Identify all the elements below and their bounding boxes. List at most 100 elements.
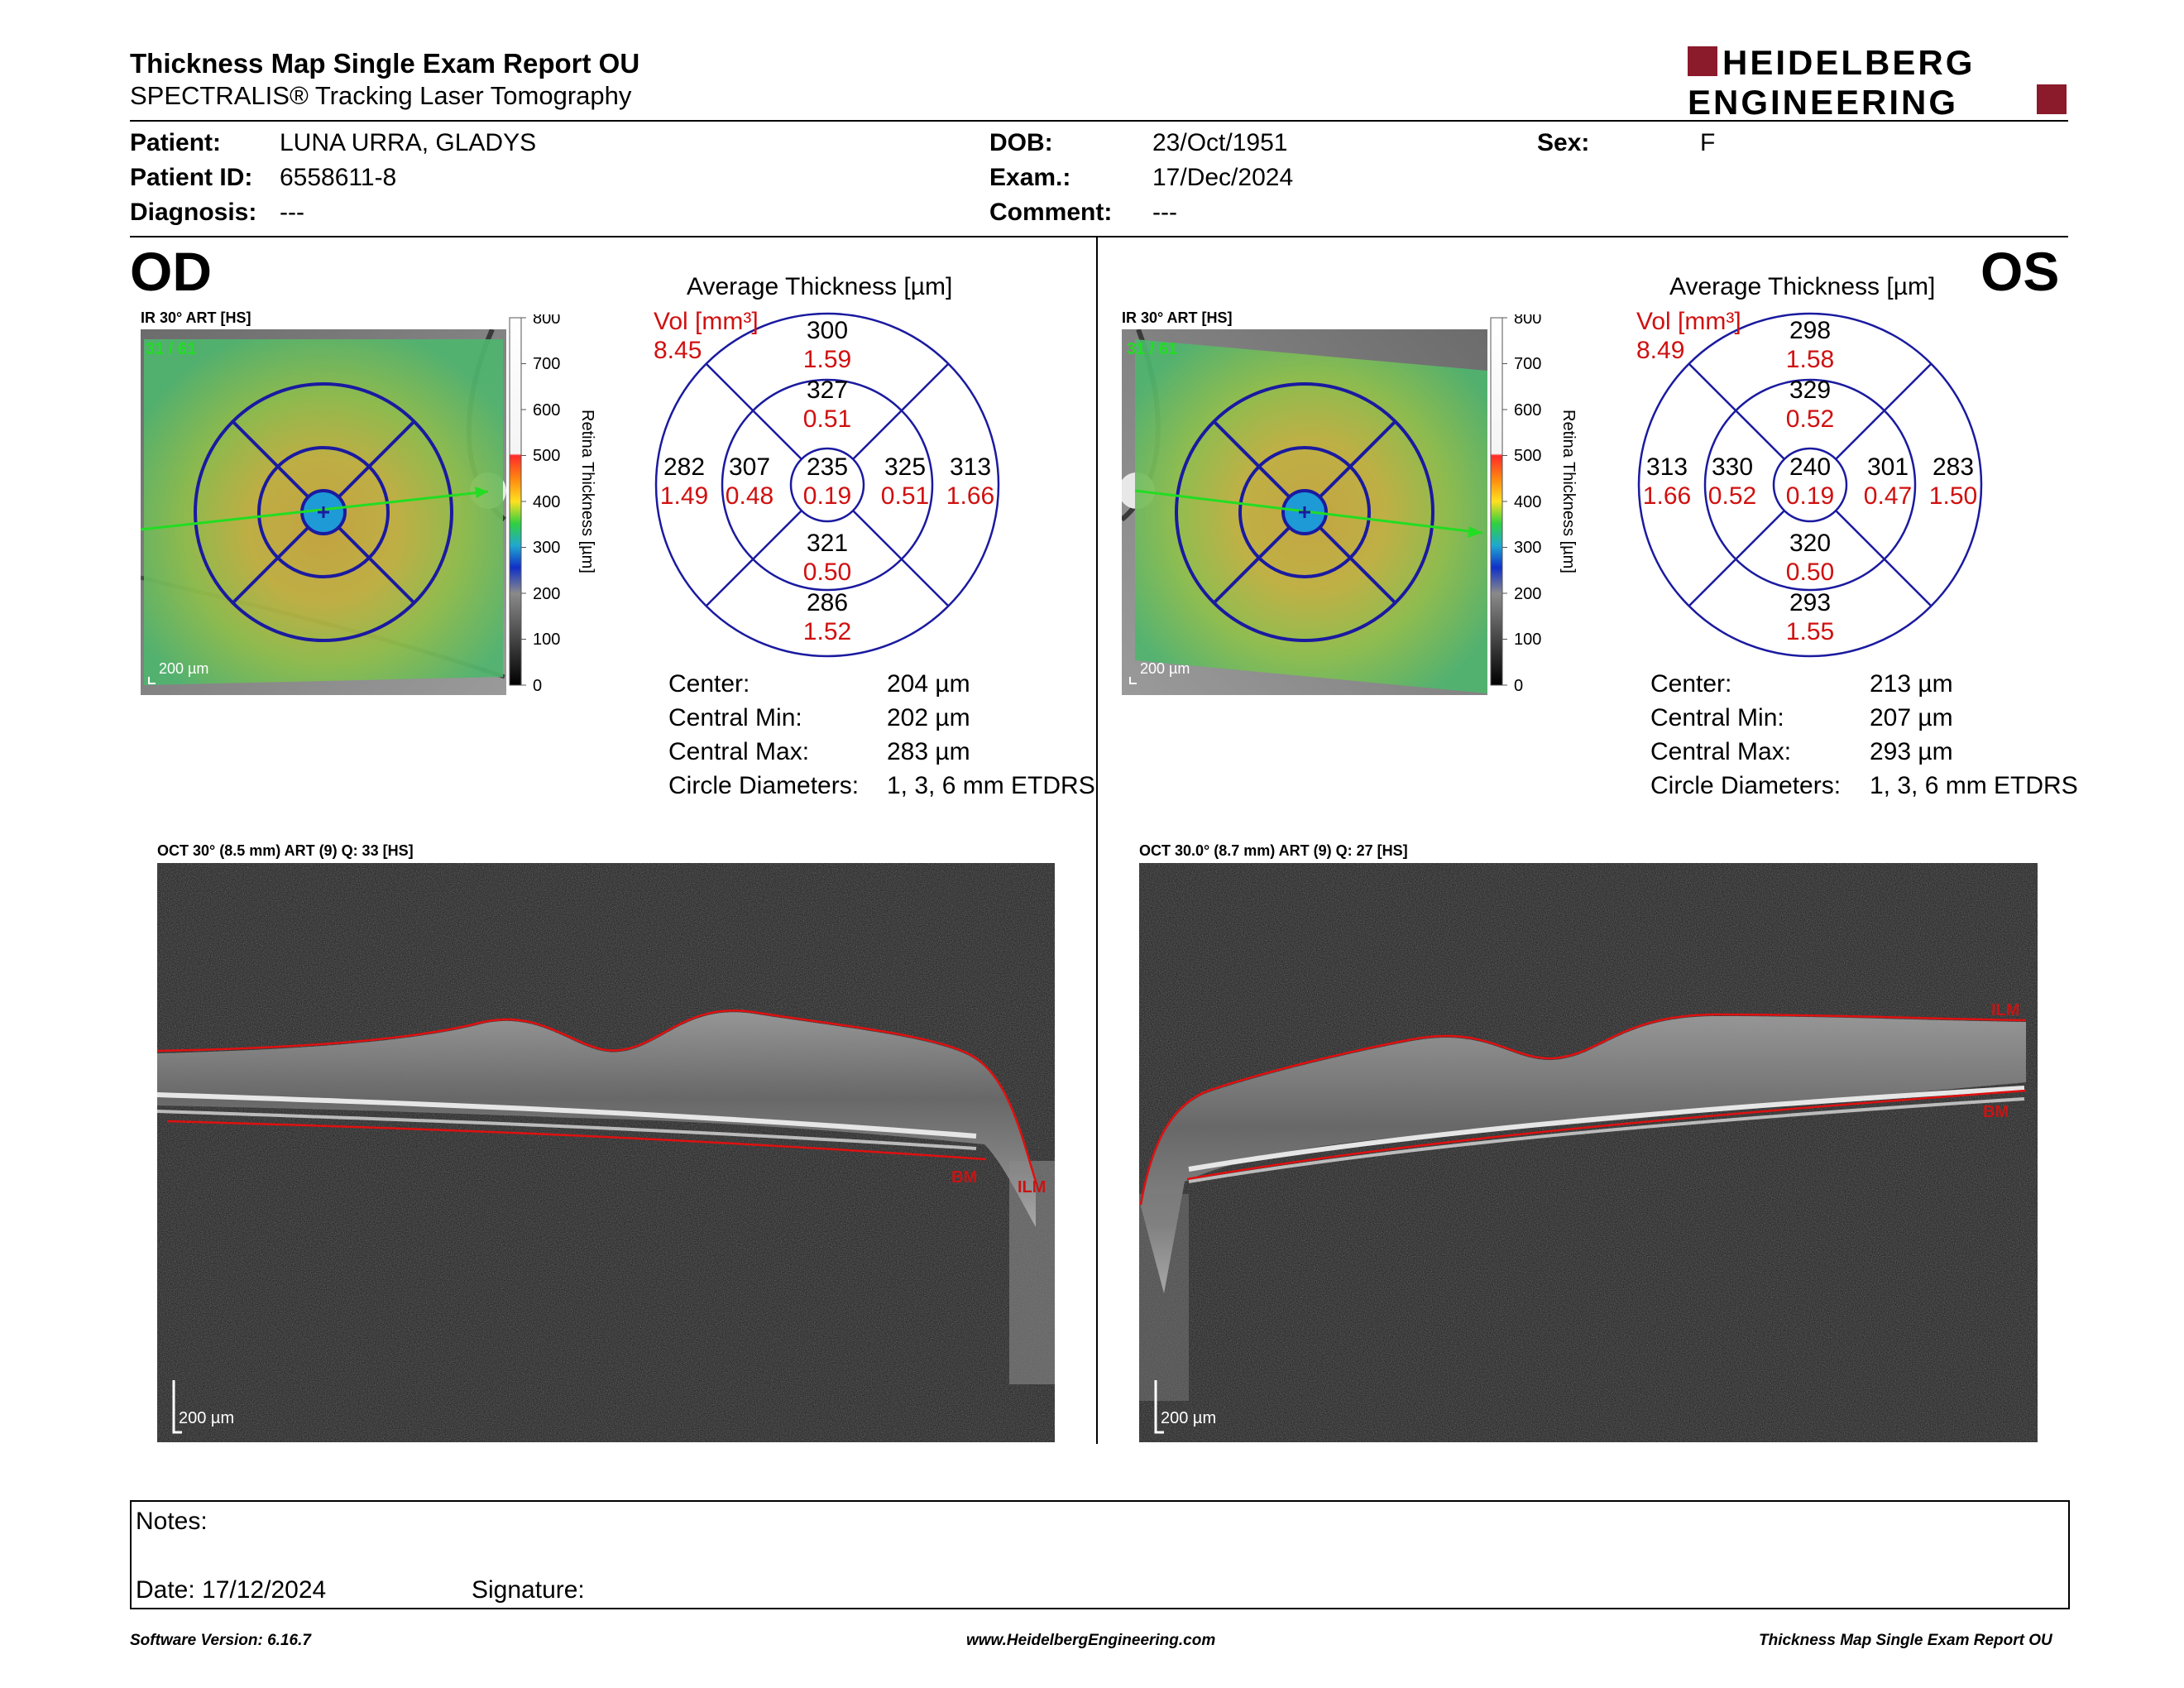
od-thickness-map: 31 / 61 200 µm (140, 328, 506, 695)
od-cbar-tick: 500 (533, 447, 560, 465)
od-outer-inf-thick: 286 (807, 589, 848, 616)
od-circ-value: 1, 3, 6 mm ETDRS (887, 772, 1095, 799)
os-inner-inf-thick: 320 (1789, 530, 1831, 557)
od-cbar-tick: 300 (533, 539, 560, 557)
os-max-value: 293 µm (1870, 738, 1953, 765)
diagnosis-label: Diagnosis: (130, 199, 257, 226)
od-avg-title: Average Thickness [µm] (687, 273, 953, 300)
exam-value: 17/Dec/2024 (1152, 164, 1294, 191)
os-inner-nas-thick: 301 (1867, 453, 1909, 481)
os-center-value: 213 µm (1870, 670, 1953, 698)
patient-id: 6558611-8 (280, 164, 397, 191)
od-oct-scan: BM ILM 200 µm (156, 863, 1055, 1442)
patient-id-label: Patient ID: (130, 164, 253, 191)
os-vol-value: 8.49 (1636, 337, 1685, 364)
os-circ-label: Circle Diameters: (1650, 772, 1842, 799)
od-center-thick: 235 (807, 453, 848, 481)
od-ir-label: IR 30° ART [HS] (141, 309, 251, 326)
os-etdrs-grid: 298 1.58 329 0.52 313 1.66 330 0.52 240 … (1636, 311, 1984, 659)
od-max-value: 283 µm (887, 738, 970, 765)
comment-label: Comment: (989, 199, 1113, 226)
os-eye-label: OS (1980, 241, 2060, 302)
os-inner-sup-vol: 0.52 (1786, 405, 1834, 433)
od-inner-sup-thick: 327 (807, 376, 848, 404)
os-cbar-tick: 800 (1514, 314, 1541, 328)
od-center-label: Center: (668, 670, 750, 698)
od-cbar-tick: 100 (533, 631, 560, 649)
os-center-vol: 0.19 (1786, 482, 1834, 510)
patient-name: LUNA URRA, GLADYS (280, 129, 537, 156)
os-inner-nas-vol: 0.47 (1864, 482, 1912, 510)
notes-label: Notes: (136, 1508, 208, 1535)
report-subtitle: SPECTRALIS® Tracking Laser Tomography (130, 81, 632, 110)
od-cbar-tick: 700 (533, 355, 560, 373)
os-cbar-tick: 400 (1514, 493, 1541, 511)
notes-date: Date: 17/12/2024 (136, 1576, 327, 1604)
os-outer-nas-vol: 1.50 (1929, 482, 1977, 510)
od-inner-sup-vol: 0.51 (803, 405, 851, 433)
os-inner-temp-thick: 330 (1712, 453, 1753, 481)
os-avg-title: Average Thickness [µm] (1669, 273, 1936, 300)
sex-label: Sex: (1537, 129, 1590, 156)
os-cbar-tick: 600 (1514, 401, 1541, 420)
od-min-value: 202 µm (887, 704, 970, 731)
os-inner-sup-thick: 329 (1789, 376, 1831, 404)
od-inner-inf-thick: 321 (807, 530, 848, 557)
footer-website: www.HeidelbergEngineering.com (966, 1632, 1216, 1649)
od-colorbar: 800 700 600 500 400 300 200 100 0 Retina… (508, 309, 599, 695)
od-etdrs-grid: 300 1.59 327 0.51 282 1.49 307 0.48 235 … (654, 311, 1001, 659)
os-cbar-tick: 200 (1514, 585, 1541, 603)
os-frame-counter: 31 / 61 (1127, 340, 1177, 358)
logo-line2: ENGINEERING (1688, 83, 1958, 117)
os-ilm-label: ILM (1991, 1001, 2019, 1019)
od-outer-inf-vol: 1.52 (803, 618, 851, 645)
od-frame-counter: 31 / 61 (146, 340, 196, 358)
od-outer-nas-vol: 1.66 (946, 482, 994, 510)
od-max-label: Central Max: (668, 738, 810, 765)
od-cbar-tick: 200 (533, 585, 560, 603)
od-eye-label: OD (130, 241, 212, 302)
od-outer-temp-thick: 282 (663, 453, 705, 481)
dob-label: DOB: (989, 129, 1053, 156)
od-center-vol: 0.19 (803, 482, 851, 510)
os-outer-sup-thick: 298 (1789, 317, 1831, 344)
os-circ-value: 1, 3, 6 mm ETDRS (1870, 772, 2078, 799)
os-min-label: Central Min: (1650, 704, 1784, 731)
os-outer-nas-thick: 283 (1933, 453, 1974, 481)
os-outer-temp-vol: 1.66 (1643, 482, 1691, 510)
report-title: Thickness Map Single Exam Report OU (130, 48, 640, 79)
os-cbar-tick: 300 (1514, 539, 1541, 557)
os-outer-sup-vol: 1.58 (1786, 346, 1834, 373)
comment-value: --- (1152, 199, 1177, 226)
od-ilm-label: ILM (1018, 1178, 1046, 1196)
os-outer-temp-thick: 313 (1646, 453, 1688, 481)
os-outer-inf-thick: 293 (1789, 589, 1831, 616)
od-bm-label: BM (951, 1168, 977, 1187)
od-circ-label: Circle Diameters: (668, 772, 860, 799)
od-cbar-tick: 400 (533, 493, 560, 511)
dob-value: 23/Oct/1951 (1152, 129, 1288, 156)
od-inner-temp-thick: 307 (729, 453, 770, 481)
od-inner-nas-vol: 0.51 (881, 482, 929, 510)
os-colorbar: 800 700 600 500 400 300 200 100 0 Retina… (1489, 309, 1580, 695)
os-cbar-label: Retina Thickness [µm] (1559, 410, 1578, 573)
os-cbar-tick: 0 (1514, 677, 1523, 695)
os-ir-label: IR 30° ART [HS] (1122, 309, 1233, 326)
od-oct-label: OCT 30° (8.5 mm) ART (9) Q: 33 [HS] (157, 842, 414, 859)
od-cbar-tick: 0 (533, 677, 542, 695)
od-vol-value: 8.45 (654, 337, 702, 364)
od-cbar-label: Retina Thickness [µm] (578, 410, 596, 573)
od-outer-temp-vol: 1.49 (660, 482, 708, 510)
os-inner-temp-vol: 0.52 (1708, 482, 1756, 510)
od-map-scale: 200 µm (159, 660, 208, 677)
od-center-value: 204 µm (887, 670, 970, 698)
notes-signature: Signature: (472, 1576, 585, 1604)
os-inner-inf-vol: 0.50 (1786, 559, 1834, 586)
od-outer-nas-thick: 313 (950, 453, 991, 481)
os-cbar-tick: 500 (1514, 447, 1541, 465)
os-cbar-tick: 100 (1514, 631, 1541, 649)
od-inner-nas-thick: 325 (884, 453, 926, 481)
os-cbar-tick: 700 (1514, 355, 1541, 373)
os-outer-inf-vol: 1.55 (1786, 618, 1834, 645)
od-cbar-tick: 800 (533, 314, 560, 328)
